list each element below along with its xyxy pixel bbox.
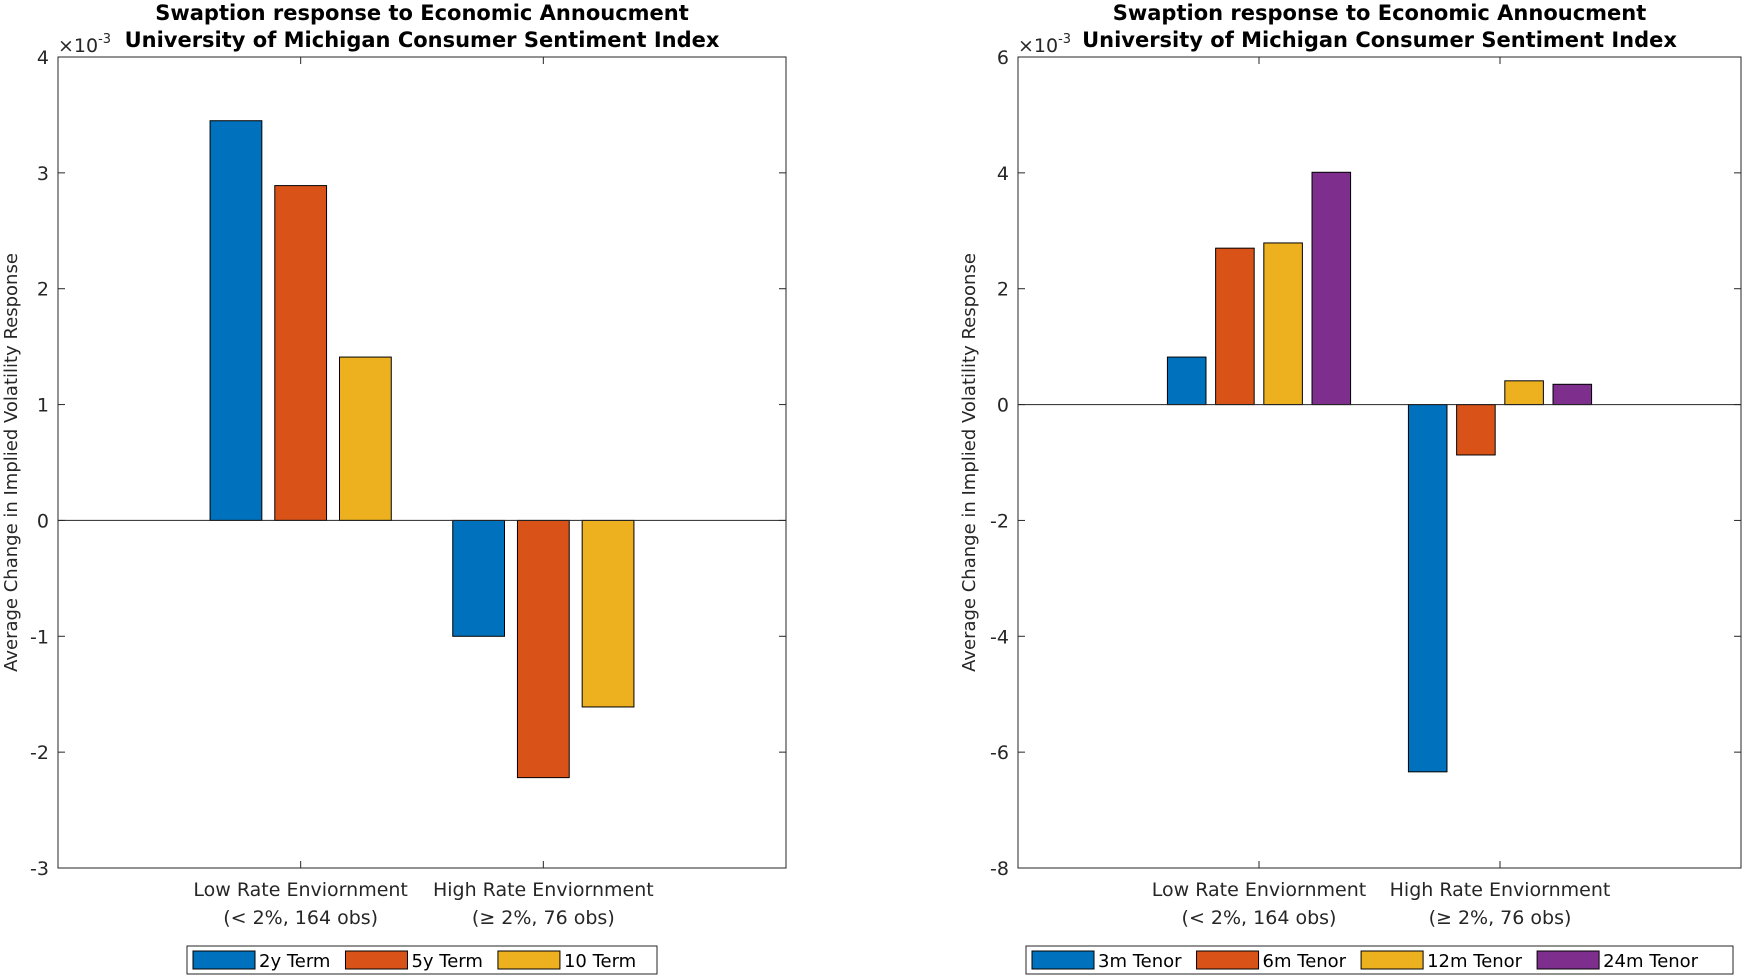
y-tick-label: -6 [990, 742, 1009, 764]
legend-label: 24m Tenor [1603, 951, 1699, 972]
y-tick-label: -8 [990, 858, 1009, 880]
y-tick-label: 2 [37, 279, 49, 301]
legend-swatch [192, 950, 256, 970]
legend-swatch [497, 950, 561, 970]
plot-area [57, 56, 787, 869]
x-tick-label: Low Rate Enviornment [193, 879, 407, 901]
legend-item: 2y Term [192, 950, 330, 972]
bar [338, 356, 392, 521]
legend-item: 24m Tenor [1536, 950, 1699, 972]
y-tick-label: 4 [37, 47, 49, 69]
y-axis-label: Average Change in Implied Volatility Res… [959, 253, 980, 672]
y-axis-label: Average Change in Implied Volatility Res… [1, 253, 22, 672]
y-tick-label: -2 [30, 742, 49, 764]
y-tick-label: -2 [990, 510, 1009, 532]
x-tick-label: Low Rate Enviornment [1152, 879, 1366, 901]
bar [1311, 171, 1352, 406]
legend-label: 10 Term [564, 951, 636, 972]
chart-subtitle: University of Michigan Consumer Sentimen… [125, 28, 720, 52]
legend-swatch [1536, 950, 1600, 970]
legend-label: 2y Term [259, 951, 330, 972]
bar [1263, 242, 1303, 406]
axis-exponent: ×10-3 [1018, 32, 1071, 57]
x-tick-label: (< 2%, 164 obs) [1182, 907, 1337, 929]
y-tick-label: 6 [997, 47, 1009, 69]
legend: 2y Term 5y Term 10 Term [186, 945, 658, 975]
x-tick-label: High Rate Enviornment [1390, 879, 1611, 901]
bar [1552, 383, 1593, 406]
legend: 3m Tenor 6m Tenor 12m Tenor 24m Tenor [1025, 945, 1734, 975]
x-tick-label: High Rate Enviornment [433, 879, 654, 901]
legend-item: 6m Tenor [1196, 950, 1347, 972]
legend-swatch [1031, 950, 1095, 970]
bar [1456, 404, 1496, 456]
legend-item: 12m Tenor [1360, 950, 1523, 972]
y-tick-label: 4 [997, 163, 1009, 185]
y-tick-label: 2 [997, 279, 1009, 301]
x-tick-label: (≥ 2%, 76 obs) [472, 907, 615, 929]
bar [1166, 356, 1207, 406]
chart-title: Swaption response to Economic Annoucment [155, 1, 689, 25]
bar [516, 519, 570, 779]
legend-label: 12m Tenor [1427, 951, 1523, 972]
plot-area [1017, 56, 1742, 869]
bar [581, 519, 635, 708]
legend-item: 5y Term [344, 950, 483, 972]
legend-box [186, 945, 658, 975]
y-tick-label: 0 [997, 395, 1009, 417]
legend-label: 3m Tenor [1098, 951, 1182, 972]
legend-swatch [1360, 950, 1424, 970]
legend-swatch [1196, 950, 1260, 970]
x-tick-label: (≥ 2%, 76 obs) [1429, 907, 1572, 929]
bar [452, 519, 506, 637]
legend-item: 10 Term [497, 950, 636, 972]
chart-2: -8 -6 -4 -2 0 2 4 6 Low Rate Enviornment (< 2%, 1… [959, 1, 1742, 975]
bar [209, 120, 263, 521]
legend-label: 5y Term [411, 951, 482, 972]
bar [1215, 247, 1255, 406]
x-tick-label: (< 2%, 164 obs) [223, 907, 378, 929]
chart-1: -3 -2 -1 0 1 2 3 4 Low Rate Enviornment (< 2%, 16… [1, 1, 787, 975]
bar [1407, 404, 1448, 773]
y-tick-label: -3 [30, 858, 49, 880]
legend-label: 6m Tenor [1263, 951, 1347, 972]
chart-subtitle: University of Michigan Consumer Sentimen… [1082, 28, 1677, 52]
y-tick-label: -4 [990, 626, 1009, 648]
chart-title: Swaption response to Economic Annoucment [1113, 1, 1647, 25]
bar [1504, 380, 1544, 406]
axis-exponent: ×10-3 [58, 32, 111, 57]
y-tick-label: -1 [30, 626, 49, 648]
y-tick-label: 1 [37, 395, 49, 417]
y-tick-label: 0 [37, 510, 49, 532]
legend-swatch [344, 950, 408, 970]
y-tick-label: 3 [37, 163, 49, 185]
legend-item: 3m Tenor [1031, 950, 1182, 972]
bar [274, 185, 328, 521]
